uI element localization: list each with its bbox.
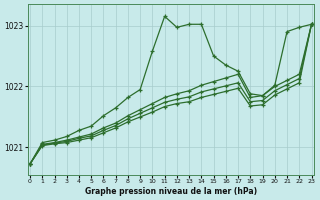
X-axis label: Graphe pression niveau de la mer (hPa): Graphe pression niveau de la mer (hPa) [85,187,257,196]
